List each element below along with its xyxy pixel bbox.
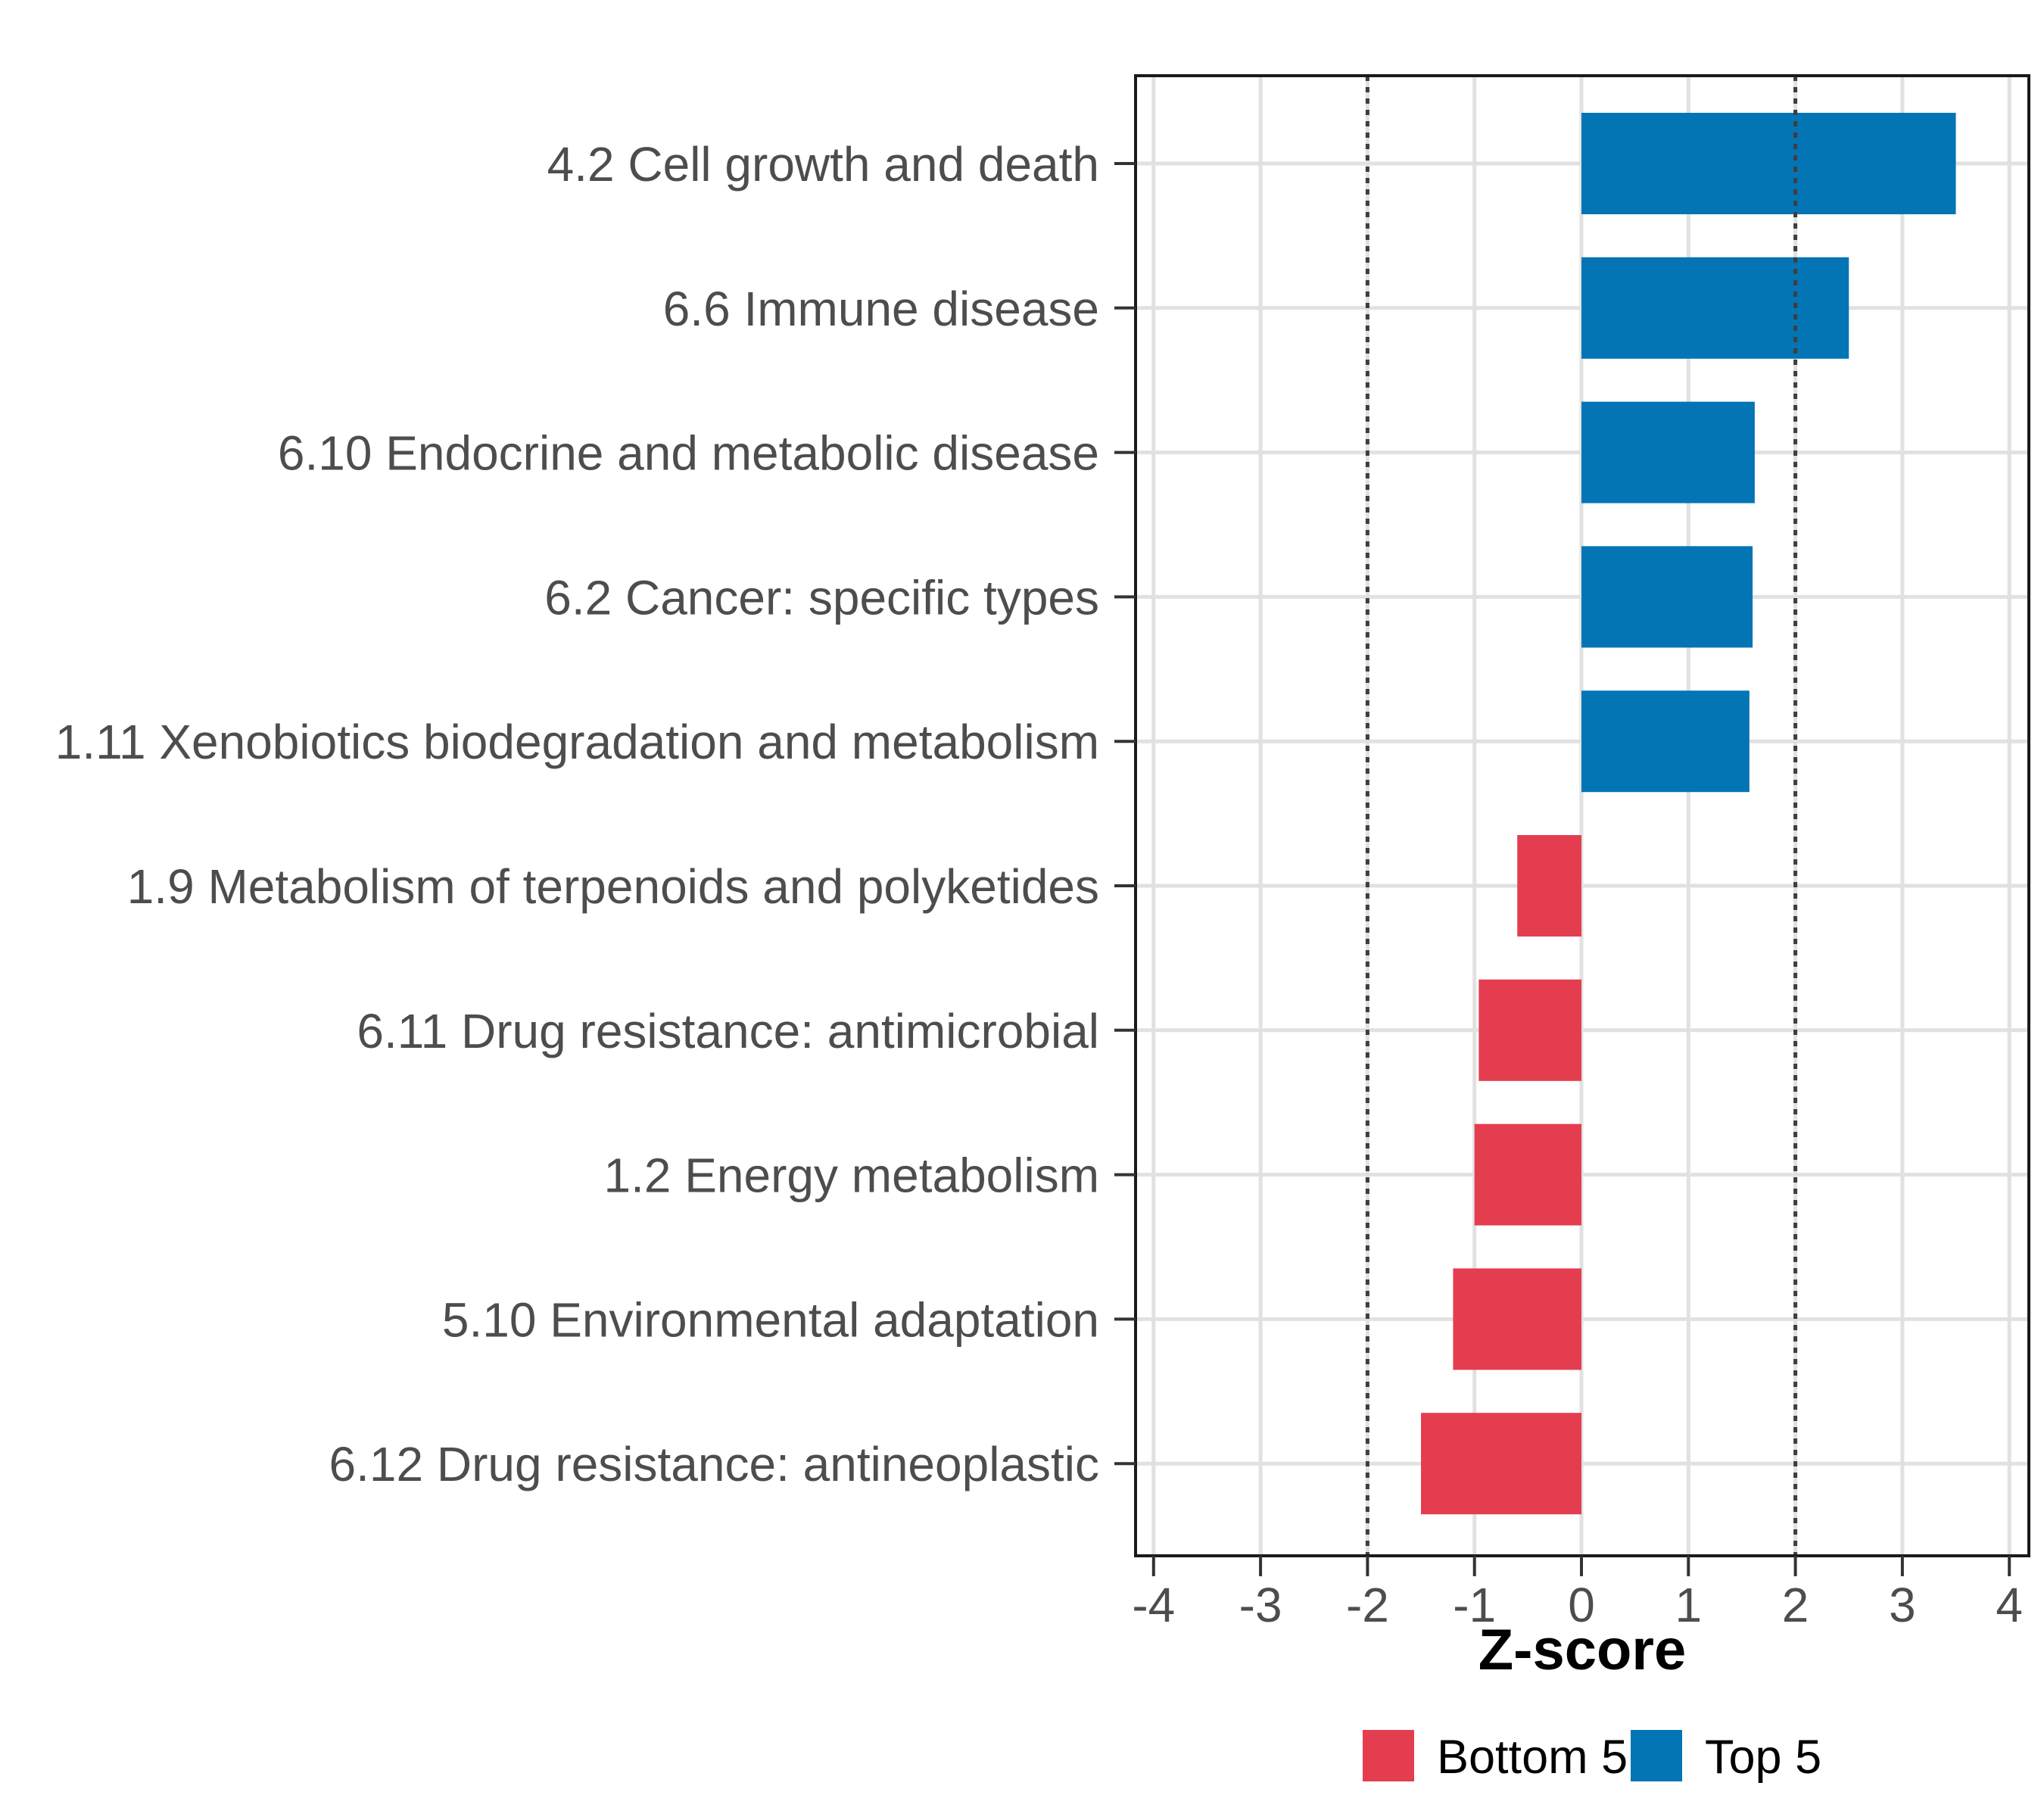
bar <box>1581 257 1849 359</box>
bar <box>1581 690 1750 793</box>
x-tick-label: 0 <box>1568 1578 1595 1632</box>
x-axis-title: Z-score <box>1478 1618 1687 1682</box>
category-label: 6.12 Drug resistance: antineoplastic <box>329 1437 1099 1491</box>
category-label: 6.6 Immune disease <box>663 282 1099 336</box>
category-label: 1.2 Energy metabolism <box>603 1148 1099 1203</box>
bar <box>1453 1268 1581 1370</box>
bar <box>1478 979 1581 1081</box>
legend-swatch-bottom5 <box>1363 1730 1414 1781</box>
x-tick-label: 1 <box>1675 1578 1703 1632</box>
bar <box>1581 113 1956 214</box>
x-tick-label: 4 <box>1996 1578 2023 1632</box>
legend-label-bottom5: Bottom 5 <box>1437 1731 1628 1784</box>
x-tick-label: 3 <box>1889 1578 1916 1632</box>
x-tick-label: -4 <box>1132 1578 1175 1632</box>
category-label: 1.9 Metabolism of terpenoids and polyket… <box>127 859 1099 914</box>
category-label: 1.11 Xenobiotics biodegradation and meta… <box>55 715 1099 769</box>
category-label: 6.2 Cancer: specific types <box>544 570 1099 625</box>
category-label: 6.11 Drug resistance: antimicrobial <box>357 1004 1099 1058</box>
x-tick-label: 2 <box>1782 1578 1809 1632</box>
legend-label-top5: Top 5 <box>1705 1731 1821 1784</box>
category-label: 5.10 Environmental adaptation <box>442 1292 1099 1347</box>
x-tick-label: -1 <box>1453 1578 1496 1632</box>
legend-swatch-top5 <box>1631 1730 1682 1781</box>
category-label: 6.10 Endocrine and metabolic disease <box>278 426 1099 481</box>
bar <box>1517 835 1581 937</box>
x-tick-label: -3 <box>1239 1578 1282 1632</box>
bar <box>1421 1413 1581 1515</box>
bar <box>1474 1124 1581 1226</box>
bar <box>1581 401 1755 503</box>
category-label: 4.2 Cell growth and death <box>547 137 1099 192</box>
x-tick-label: -2 <box>1346 1578 1389 1632</box>
bar <box>1581 546 1753 648</box>
